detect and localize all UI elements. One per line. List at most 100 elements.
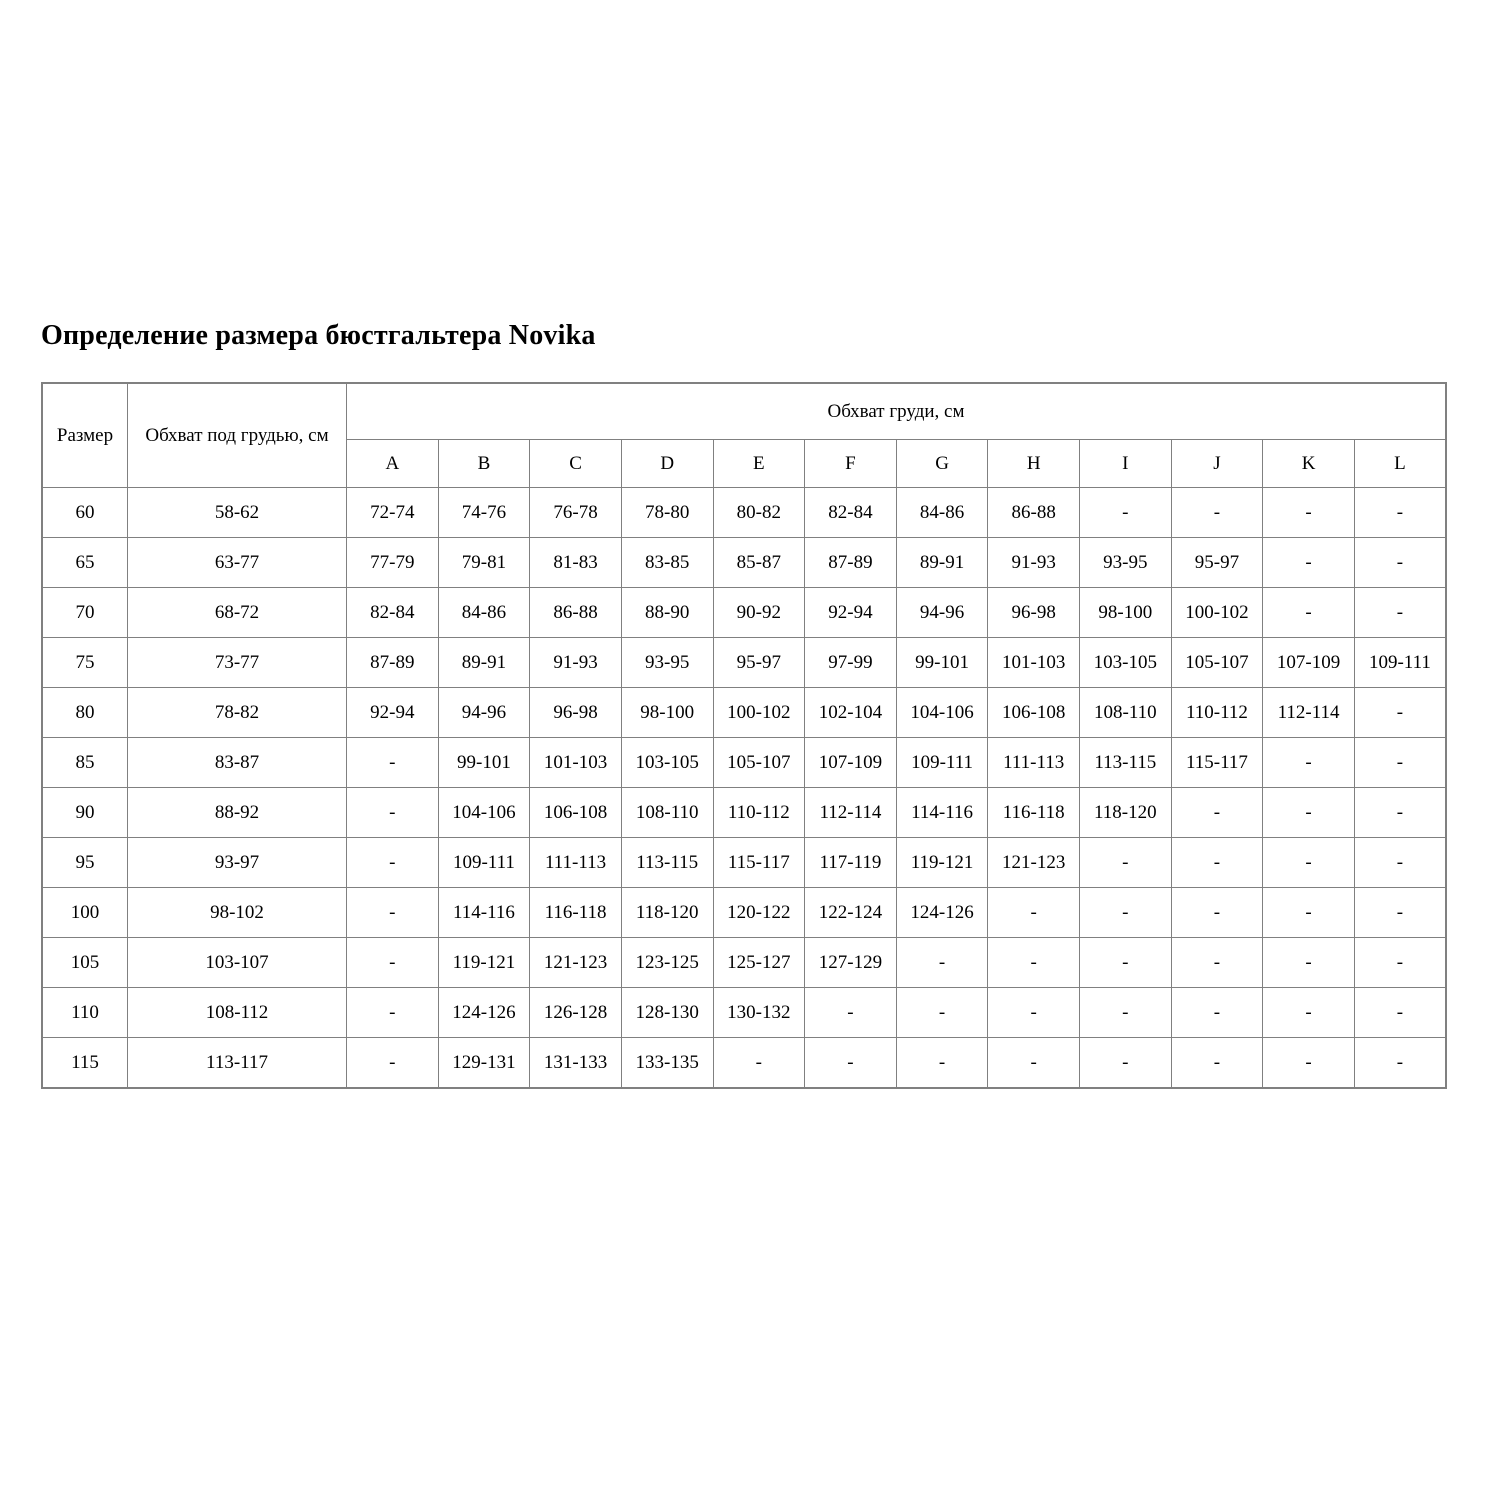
cell-cup: 98-100 (1079, 587, 1172, 638)
cell-cup: 129-131 (437, 1037, 531, 1089)
cell-cup: 107-109 (1262, 637, 1355, 688)
cell-underbust: 93-97 (127, 837, 347, 888)
cell-cup: - (987, 937, 1080, 988)
cell-cup: 96-98 (987, 587, 1080, 638)
cell-cup: 83-85 (620, 537, 714, 588)
cell-cup: - (1353, 687, 1447, 738)
cell-cup: - (1170, 887, 1264, 938)
cell-cup: 102-104 (804, 687, 897, 738)
cell-cup: 131-133 (529, 1037, 622, 1089)
cell-cup: 93-95 (620, 637, 714, 688)
cell-cup: 87-89 (346, 637, 439, 688)
cell-cup: - (1170, 787, 1264, 838)
cell-cup: - (1353, 587, 1447, 638)
cell-underbust: 78-82 (127, 687, 347, 738)
cell-cup: - (1079, 837, 1172, 888)
cell-cup: 91-93 (987, 537, 1080, 588)
cell-cup: - (346, 737, 439, 788)
cell-size: 90 (41, 787, 128, 838)
cell-cup: 81-83 (529, 537, 622, 588)
table-row: 110 108-112-124-126 126-128 128-130 130-132-… (41, 987, 1447, 1038)
table-row: 95 93-97-109-111 111-113 113-115 115-117 117-… (41, 837, 1447, 888)
cell-cup: 112-114 (1262, 687, 1355, 738)
cell-cup: 115-117 (1170, 737, 1264, 788)
cell-cup: 92-94 (346, 687, 439, 738)
cell-cup: 89-91 (895, 537, 989, 588)
cell-underbust: 98-102 (127, 887, 347, 938)
cell-cup: 111-113 (987, 737, 1080, 788)
cell-size: 60 (41, 487, 128, 538)
cell-cup: - (1262, 887, 1355, 938)
table-row: 70 68-72 82-84 84-86 86-88 88-90 90-92 92-94 94-… (41, 587, 1447, 638)
cell-cup: 115-117 (712, 837, 806, 888)
cell-cup: 110-112 (1170, 687, 1264, 738)
cell-size: 70 (41, 587, 128, 638)
size-chart-header: Размер Обхват под грудью, см Обхват груд… (41, 382, 1447, 488)
cell-cup: 106-108 (987, 687, 1080, 738)
header-cup-G: G (895, 439, 989, 488)
cell-size: 85 (41, 737, 128, 788)
cell-cup: 105-107 (712, 737, 806, 788)
cell-cup: - (987, 987, 1080, 1038)
cell-cup: 121-123 (529, 937, 622, 988)
cell-cup: 84-86 (437, 587, 531, 638)
cell-underbust: 68-72 (127, 587, 347, 638)
cell-cup: 123-125 (620, 937, 714, 988)
cell-underbust: 88-92 (127, 787, 347, 838)
cell-cup: - (1262, 787, 1355, 838)
header-size: Размер (41, 382, 128, 488)
cell-cup: - (1170, 1037, 1264, 1089)
cell-cup: 121-123 (987, 837, 1080, 888)
cell-cup: - (346, 837, 439, 888)
cell-cup: 104-106 (437, 787, 531, 838)
cell-underbust: 103-107 (127, 937, 347, 988)
cell-cup: - (346, 787, 439, 838)
cell-cup: 98-100 (620, 687, 714, 738)
cell-cup: 93-95 (1079, 537, 1172, 588)
header-bust-group: Обхват груди, см (346, 382, 1447, 440)
header-cup-D: D (620, 439, 714, 488)
cell-cup: - (1079, 487, 1172, 538)
cell-cup: 85-87 (712, 537, 806, 588)
cell-cup: 94-96 (437, 687, 531, 738)
cell-cup: - (1353, 937, 1447, 988)
cell-cup: 82-84 (804, 487, 897, 538)
table-row: 60 58-62 72-74 74-76 76-78 78-80 80-82 82-84 84-… (41, 487, 1447, 538)
cell-underbust: 108-112 (127, 987, 347, 1038)
cell-cup: 95-97 (712, 637, 806, 688)
header-cup-I: I (1079, 439, 1172, 488)
cell-cup: 72-74 (346, 487, 439, 538)
cell-cup: 103-105 (1079, 637, 1172, 688)
cell-cup: 95-97 (1170, 537, 1264, 588)
cell-cup: 101-103 (529, 737, 622, 788)
cell-cup: 97-99 (804, 637, 897, 688)
cell-cup: - (1262, 487, 1355, 538)
cell-cup: 88-90 (620, 587, 714, 638)
cell-cup: - (1079, 937, 1172, 988)
cell-cup: - (1262, 537, 1355, 588)
cell-cup: 126-128 (529, 987, 622, 1038)
cell-cup: 120-122 (712, 887, 806, 938)
cell-size: 115 (41, 1037, 128, 1089)
cell-cup: 108-110 (620, 787, 714, 838)
cell-cup: - (1353, 737, 1447, 788)
page-title: Определение размера бюстгальтера Novika (41, 320, 596, 351)
cell-cup: - (1170, 937, 1264, 988)
cell-size: 100 (41, 887, 128, 938)
header-cup-J: J (1170, 439, 1264, 488)
cell-cup: - (1262, 737, 1355, 788)
cell-cup: 77-79 (346, 537, 439, 588)
header-cup-K: K (1262, 439, 1355, 488)
cell-cup: - (1262, 837, 1355, 888)
table-row: 80 78-82 92-94 94-96 96-98 98-100 100-102 102-1… (41, 687, 1447, 738)
size-chart-body: 60 58-62 72-74 74-76 76-78 78-80 80-82 82-84 84-… (41, 487, 1447, 1089)
header-row-top: Размер Обхват под грудью, см Обхват груд… (41, 382, 1447, 488)
cell-cup: - (346, 1037, 439, 1089)
cell-cup: - (1170, 487, 1264, 538)
cell-size: 105 (41, 937, 128, 988)
cell-cup: 119-121 (895, 837, 989, 888)
cell-cup: - (1079, 1037, 1172, 1089)
cell-cup: - (1079, 887, 1172, 938)
